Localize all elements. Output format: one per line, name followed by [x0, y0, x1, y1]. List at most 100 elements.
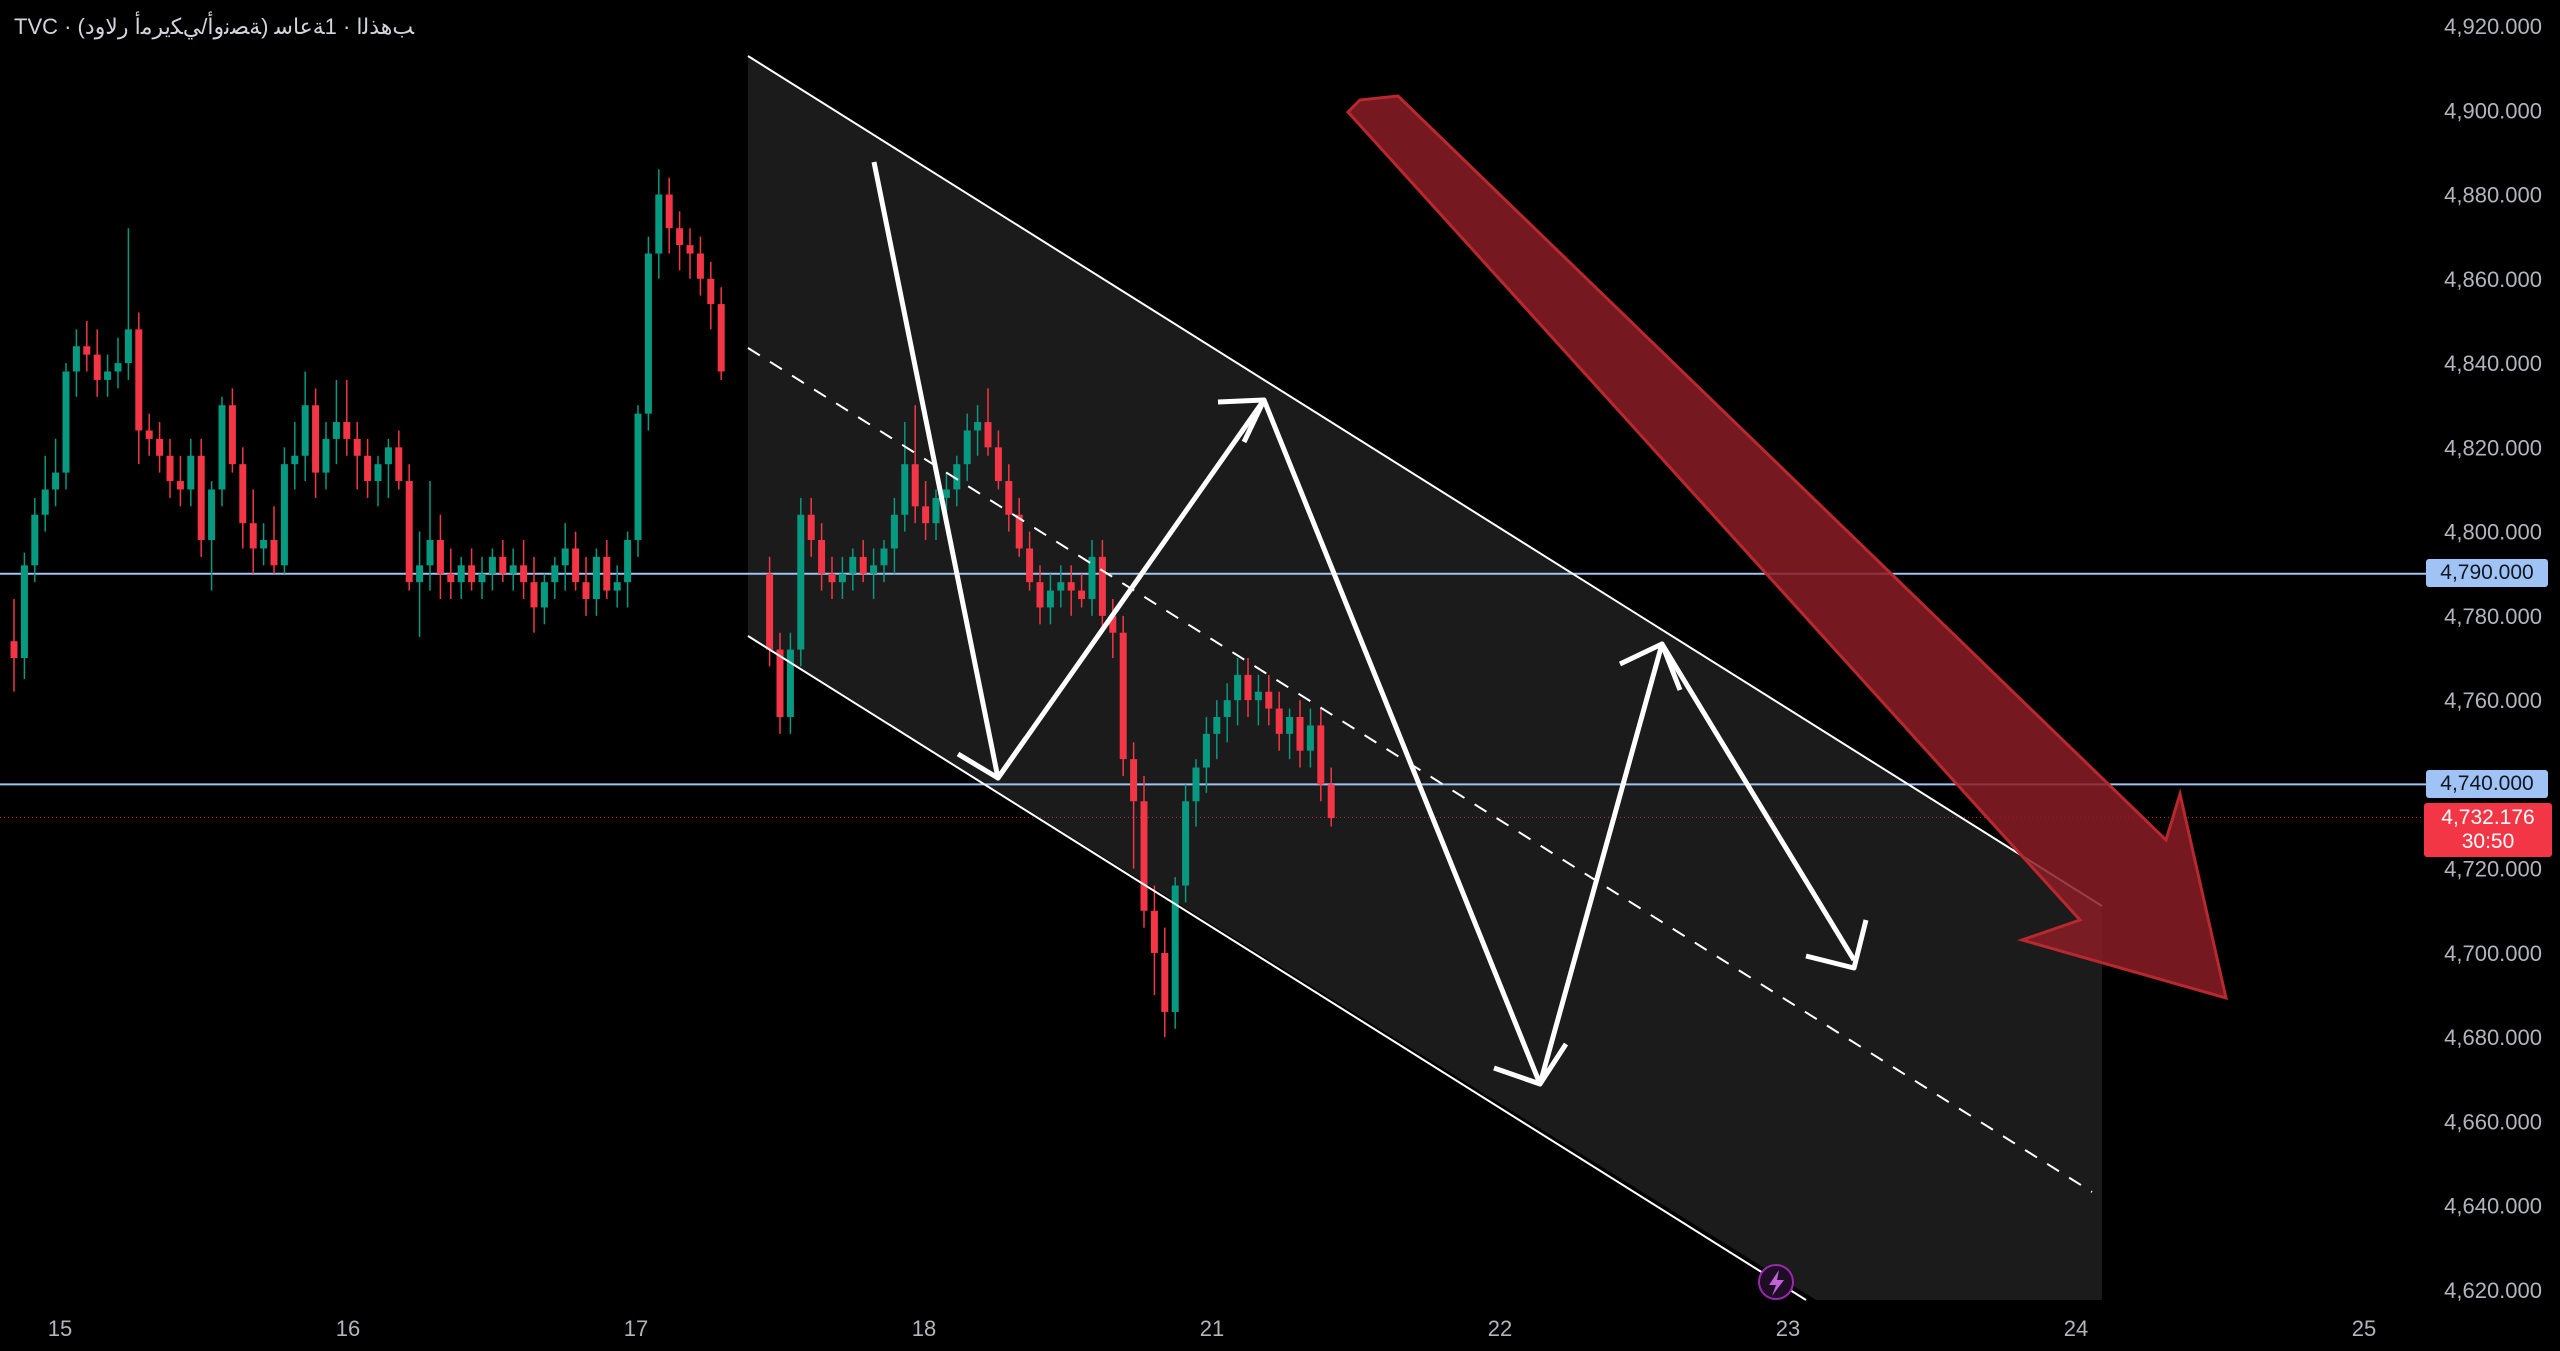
candle-body — [1078, 590, 1086, 600]
candle-body — [364, 455, 372, 482]
candle-body — [1192, 767, 1200, 802]
y-tick-label: 4,720.000 — [2444, 857, 2542, 882]
candle-body — [291, 455, 299, 465]
lightning-bolt-glyph — [1769, 1270, 1784, 1296]
candle-body — [665, 194, 673, 229]
candle-body — [676, 228, 684, 246]
candle-body — [1182, 801, 1190, 886]
candle-body — [301, 405, 309, 456]
candle-body — [114, 363, 122, 372]
candle-body — [707, 278, 715, 305]
candle-body — [1265, 691, 1273, 709]
candle-body — [797, 514, 805, 650]
candle-body — [426, 540, 434, 566]
candle-body — [166, 455, 174, 482]
candle-body — [156, 438, 164, 456]
candle-body — [870, 565, 878, 574]
x-tick-label: 22 — [1488, 1316, 1512, 1341]
candle-body — [818, 540, 826, 574]
candle-body — [72, 346, 80, 372]
candle-body — [124, 329, 132, 364]
candle-body — [1327, 784, 1335, 819]
candle-body — [994, 447, 1002, 482]
candle-body — [859, 556, 867, 574]
x-tick-label: 24 — [2064, 1316, 2088, 1341]
zigzag-path — [871, 161, 1857, 1087]
x-tick-label: 18 — [912, 1316, 936, 1341]
candle-body — [1026, 548, 1034, 583]
candle-body — [1057, 582, 1065, 591]
candle-body — [696, 253, 704, 279]
candle-body — [145, 430, 153, 439]
candle-body — [1098, 556, 1106, 616]
y-tick-label: 4,820.000 — [2444, 435, 2542, 460]
x-tick-label: 21 — [1200, 1316, 1224, 1341]
candle-body — [343, 422, 351, 439]
candle-body — [1109, 615, 1117, 633]
candle-body — [1130, 759, 1138, 802]
candle-body — [270, 540, 278, 566]
channel-upper-line — [747, 55, 2103, 907]
candle-body — [1140, 801, 1148, 911]
candle-body — [1296, 716, 1304, 751]
candle-body — [374, 464, 382, 482]
candle-body — [766, 573, 774, 650]
candle-body — [880, 548, 888, 566]
candle-body — [457, 565, 465, 583]
y-tick-label: 4,680.000 — [2444, 1025, 2542, 1050]
channel-fill — [748, 56, 2102, 1300]
candle-body — [1119, 632, 1127, 760]
candle-body — [447, 573, 455, 583]
channel-mid-line — [747, 347, 2093, 1193]
y-tick-label: 4,900.000 — [2444, 98, 2542, 123]
candle-body — [218, 405, 226, 490]
candle-body — [52, 472, 60, 490]
y-tick-label: 4,800.000 — [2444, 520, 2542, 545]
candle-body — [104, 371, 112, 380]
x-tick-label: 15 — [48, 1316, 72, 1341]
y-tick-label: 4,780.000 — [2444, 604, 2542, 629]
candle-body — [31, 514, 39, 566]
candle-body — [135, 329, 143, 431]
candle-body — [499, 556, 507, 574]
candle-body — [776, 649, 784, 717]
candle-body — [786, 649, 794, 717]
candle-body — [1223, 700, 1231, 717]
candle-body — [1150, 910, 1158, 953]
candle-body — [520, 565, 528, 583]
candle-body — [540, 582, 548, 608]
candle-body — [686, 245, 694, 254]
candle-body — [828, 573, 836, 583]
candle-body — [849, 556, 857, 574]
candle-body — [280, 464, 288, 566]
candle-body — [807, 514, 815, 541]
candle-body — [953, 464, 961, 490]
candle-body — [488, 556, 496, 574]
candle-body — [1286, 716, 1294, 734]
last-price-tag: 4,732.176 30:50 — [2424, 803, 2552, 857]
candle-body — [384, 447, 392, 465]
candle-body — [572, 548, 580, 583]
candle-body — [353, 438, 361, 456]
candle-body — [176, 481, 184, 490]
candle-body — [509, 565, 517, 574]
candle-body — [41, 489, 49, 515]
candle-body — [838, 573, 846, 583]
candle-body — [1015, 514, 1023, 549]
candle-body — [416, 565, 424, 583]
symbol-title[interactable]: TVC · (ﺔﺼﻧﻭﺃ/ﻲﻜﻳﺮﻣﺃ ﺭﻻﻭﺩ) ﺐﻫﺬﻟﺍ · 1ﺔﻋﺎﺳ — [14, 14, 414, 39]
candle-body — [932, 497, 940, 524]
candle-body — [478, 573, 486, 583]
candle-body — [332, 422, 340, 439]
candle-body — [644, 253, 652, 414]
candle-body — [922, 506, 930, 524]
big-down-arrow — [1345, 94, 2229, 1001]
candle-body — [249, 523, 257, 549]
zigzag-arrowhead — [1217, 397, 1267, 444]
zigzag-arrowhead — [956, 736, 1029, 781]
y-tick-label: 4,920.000 — [2444, 14, 2542, 39]
candle-body — [1046, 590, 1054, 608]
candle-body — [530, 582, 538, 608]
